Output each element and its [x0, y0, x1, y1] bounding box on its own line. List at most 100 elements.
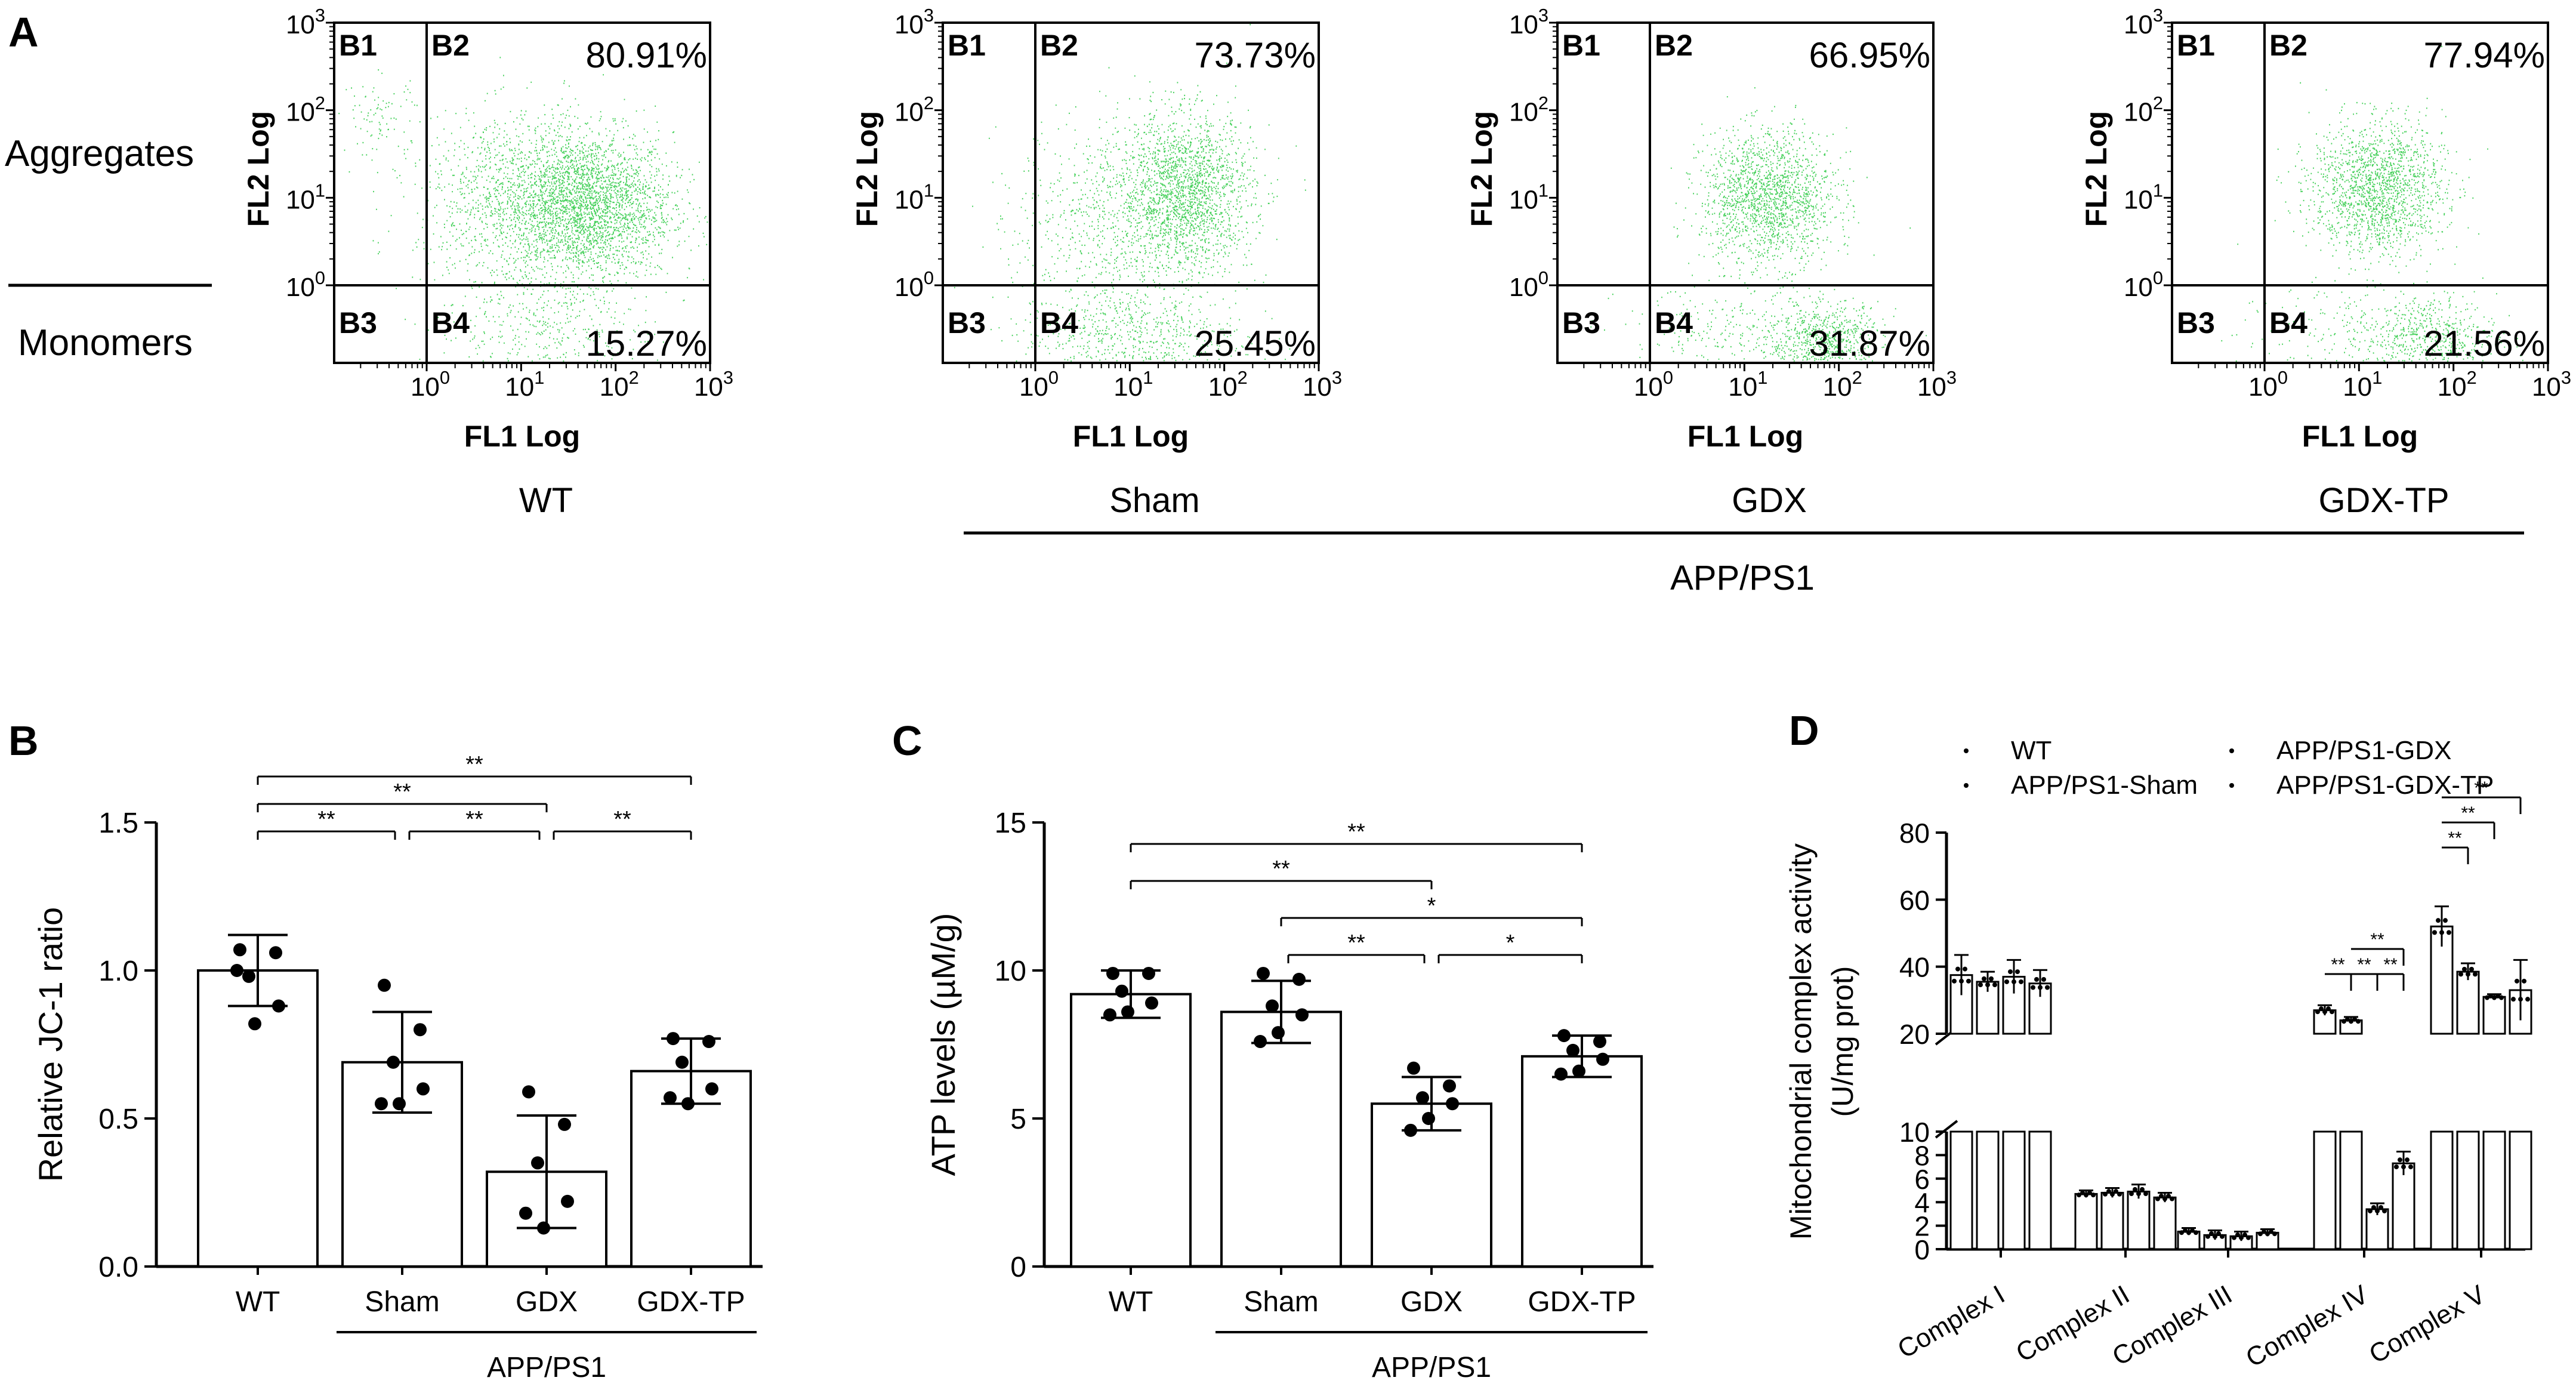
bar-lower — [2509, 1130, 2532, 1250]
data-point — [1422, 1112, 1435, 1125]
y-tick-label: 101 — [286, 180, 325, 215]
quadrant-label-b1: B1 — [1562, 29, 1600, 62]
y-tick-label: 103 — [286, 5, 325, 39]
significance-bracket: ** — [2377, 955, 2405, 991]
data-point — [2515, 978, 2519, 984]
y-tick-label: 0 — [1914, 1234, 1930, 1265]
data-point — [1292, 972, 1306, 986]
data-point — [1416, 1091, 1429, 1105]
bar — [2127, 1190, 2151, 1250]
y-tick-label: 4 — [1914, 1187, 1930, 1218]
data-point — [2466, 972, 2470, 977]
data-point — [1959, 978, 1964, 984]
significance-stars: ** — [2357, 955, 2371, 975]
quadrant-label-b2: B2 — [1655, 29, 1693, 62]
data-point — [1554, 1067, 1568, 1081]
legend-item: WT — [1964, 736, 2051, 765]
y-tick-label: 1.0 — [98, 956, 138, 987]
data-point — [2492, 995, 2497, 1000]
plot-frame — [333, 21, 711, 364]
data-point — [2326, 1006, 2331, 1012]
data-point — [1978, 982, 1983, 987]
bar-lower — [2456, 1130, 2480, 1250]
data-point — [664, 1091, 677, 1105]
legend-marker — [2229, 783, 2234, 788]
quadrant-label-b3: B3 — [339, 306, 377, 340]
data-point — [1982, 976, 1986, 981]
quadrant-label-b1: B1 — [948, 29, 986, 62]
data-point — [2140, 1187, 2145, 1192]
bar-upper — [2482, 996, 2506, 1035]
bar — [2100, 1191, 2124, 1250]
plot-frame — [2171, 21, 2549, 364]
b4-percentage: 21.56% — [2424, 323, 2546, 363]
data-point — [2345, 1016, 2350, 1022]
y-axis-title: Relative JC-1 ratio — [32, 907, 69, 1182]
significance-stars: ** — [2448, 828, 2462, 848]
data-point — [1145, 996, 1158, 1010]
significance-stars: ** — [2383, 955, 2398, 975]
data-point — [2488, 993, 2493, 999]
data-point — [1257, 966, 1270, 980]
significance-stars: ** — [2331, 955, 2345, 975]
data-point — [1103, 1008, 1116, 1022]
bar — [1220, 1010, 1342, 1268]
data-point — [1121, 1005, 1134, 1019]
x-tick-label: 103 — [1917, 367, 1957, 402]
y-tick-label: 5 — [1010, 1104, 1026, 1135]
data-point — [233, 943, 246, 957]
data-point — [2349, 1019, 2353, 1024]
data-point — [393, 1097, 406, 1111]
y-axis-title: FL2 Log — [850, 111, 884, 227]
complex-group-4: Complex IV — [2241, 1004, 2415, 1373]
data-point — [2213, 1234, 2217, 1239]
quadrant-label-b1: B1 — [339, 29, 377, 62]
significance-stars: ** — [2461, 803, 2475, 823]
data-point — [2518, 997, 2523, 1002]
quadrant-label-b2: B2 — [2269, 29, 2307, 62]
y-tick-label: 102 — [894, 93, 934, 127]
bar — [2153, 1196, 2177, 1250]
x-tick-label: 101 — [505, 367, 544, 402]
data-point — [2155, 1196, 2160, 1201]
data-point — [2371, 1205, 2376, 1210]
b2-percentage: 73.73% — [1195, 35, 1316, 75]
legend-label: APP/PS1-Sham — [2011, 771, 2198, 800]
data-point — [1272, 1026, 1285, 1040]
data-point — [2136, 1191, 2141, 1197]
x-tick-label: WT — [236, 1286, 280, 1318]
bar-lower — [1949, 1130, 1973, 1250]
group-name: WT — [519, 481, 573, 520]
y-tick-label: 60 — [1899, 885, 1930, 916]
data-point — [417, 1082, 430, 1096]
quadrant-label-b4: B4 — [1040, 306, 1078, 340]
data-point — [2091, 1192, 2096, 1198]
flow-plot-wt: B1 B2 B3 B4 80.91% 15.27% 100 101 102 103 100 101 10… — [242, 5, 733, 520]
data-point — [387, 1055, 400, 1069]
data-point — [2038, 985, 2043, 990]
data-point — [2525, 997, 2530, 1002]
data-point — [2522, 978, 2526, 984]
panel-b-jc1-chart: 0.0 0.5 1.0 1.5 Relative JC-1 ratio WT Sham GDX… — [32, 752, 763, 1383]
data-point — [2432, 930, 2437, 935]
y-axis-title: Mitochondrial complex activity — [1784, 843, 1818, 1240]
data-point — [2315, 1009, 2320, 1015]
data-point — [1407, 1061, 1420, 1075]
data-point — [1963, 966, 1967, 972]
data-point — [2194, 1230, 2198, 1235]
data-point — [2368, 1208, 2373, 1213]
data-point — [531, 1156, 544, 1170]
y-tick-label: 1.5 — [98, 808, 138, 839]
data-point — [2242, 1232, 2247, 1237]
significance-bracket: ** — [2442, 778, 2522, 814]
significance-bracket: * — [1280, 893, 1583, 926]
data-point — [522, 1085, 535, 1099]
x-tick-label: 103 — [2532, 367, 2571, 402]
bar-group-sham: Sham — [1220, 966, 1342, 1318]
data-point — [2499, 995, 2504, 1000]
data-point — [1596, 1052, 1609, 1066]
data-point — [2269, 1229, 2273, 1234]
y-tick-label: 101 — [2124, 180, 2163, 215]
data-point — [1266, 999, 1279, 1013]
x-tick-label: GDX-TP — [637, 1286, 745, 1318]
